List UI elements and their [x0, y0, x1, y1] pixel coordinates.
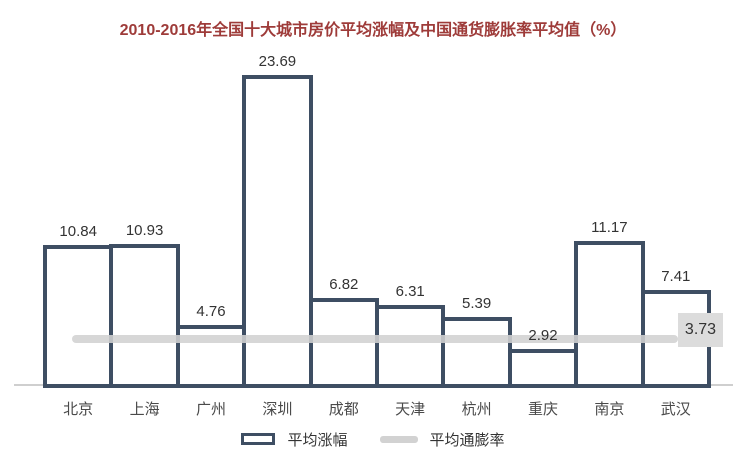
category-label-重庆: 重庆 — [527, 401, 558, 418]
category-label-上海: 上海 — [129, 401, 160, 418]
bar-重庆 — [507, 349, 579, 388]
value-label: 4.76 — [196, 303, 226, 321]
bar-南京 — [574, 240, 645, 388]
category-label-杭州: 杭州 — [461, 401, 492, 418]
value-label: 6.31 — [395, 282, 425, 300]
legend-line-label: 平均通膨率 — [429, 431, 505, 449]
value-label: 23.69 — [258, 53, 297, 71]
value-label: 5.39 — [461, 294, 492, 312]
legend-line-swatch-icon — [379, 435, 418, 443]
bar-北京 — [43, 244, 114, 388]
inflation-rate-line — [72, 334, 678, 343]
value-label: 7.41 — [661, 268, 691, 286]
category-label-广州: 广州 — [195, 401, 226, 418]
category-label-深圳: 深圳 — [262, 401, 293, 418]
category-label-成都: 成都 — [328, 401, 359, 418]
inflation-rate-label: 3.73 — [678, 313, 723, 347]
bar-上海 — [109, 243, 180, 388]
value-label: 10.84 — [59, 222, 97, 240]
legend-bar-swatch-icon — [241, 433, 276, 445]
value-label: 10.93 — [125, 221, 164, 239]
value-label: 11.17 — [591, 218, 628, 236]
legend: 平均涨幅 平均通膨率 — [0, 429, 746, 449]
category-label-南京: 南京 — [594, 401, 625, 418]
category-label-北京: 北京 — [63, 401, 94, 418]
category-label-天津: 天津 — [395, 401, 426, 418]
bar-天津 — [375, 304, 446, 388]
bar-杭州 — [441, 316, 512, 388]
value-label: 2.92 — [528, 327, 558, 345]
chart-title: 2010-2016年全国十大城市房价平均涨幅及中国通货膨胀率平均值（%） — [119, 22, 627, 39]
bar-成都 — [308, 297, 379, 388]
category-label-武汉: 武汉 — [660, 401, 691, 418]
legend-bar-label: 平均涨幅 — [287, 431, 348, 449]
value-label: 6.82 — [329, 275, 359, 293]
